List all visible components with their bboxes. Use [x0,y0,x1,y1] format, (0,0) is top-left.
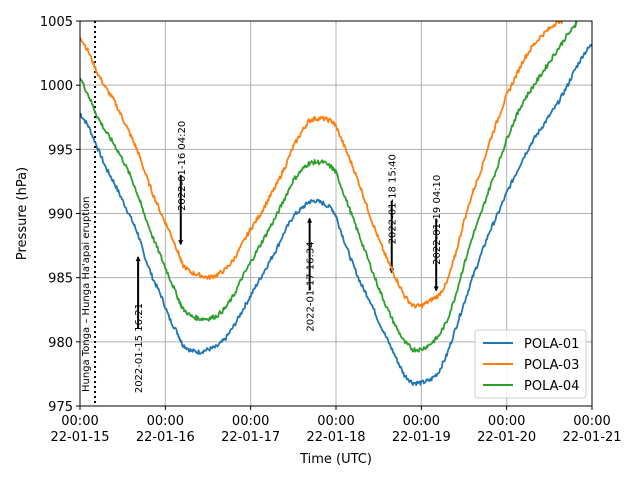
legend-label: POLA-04 [524,379,579,394]
legend-label: POLA-01 [524,337,579,352]
annotation-arrow-head [307,217,313,223]
legend-label: POLA-03 [524,358,579,373]
y-tick-label: 1000 [40,79,73,94]
y-tick-label: 980 [48,336,73,351]
legend-item-pola-04[interactable]: POLA-04 [483,379,579,394]
x-tick-label-date: 22-01-18 [306,430,365,445]
annotation-label: 2022-01-16 04:20 [177,121,188,211]
x-axis-label: Time (UTC) [299,452,372,467]
annotation-labels: Hunga Tonga – Hunga Ha'apai eruption 2022… [81,121,443,393]
x-axis-ticks: 00:0022-01-1500:0022-01-1600:0022-01-170… [50,406,622,445]
y-tick-label: 975 [48,400,73,415]
annotation-arrow-head [178,240,184,246]
x-tick-label-time: 00:00 [488,414,525,429]
annotation-label: 2022-01-15 16:21 [134,303,145,393]
annotation-arrow-head [433,286,439,292]
y-tick-label: 985 [48,272,73,287]
legend-item-pola-03[interactable]: POLA-03 [483,358,579,373]
y-tick-label: 1005 [40,15,73,30]
eruption-label: Hunga Tonga – Hunga Ha'apai eruption [81,197,92,392]
x-tick-label-date: 22-01-15 [50,430,109,445]
x-tick-label-time: 00:00 [403,414,440,429]
legend-box [474,329,587,399]
y-axis-label: Pressure (hPa) [15,167,30,260]
legend-item-pola-01[interactable]: POLA-01 [483,337,579,352]
x-tick-label-time: 00:00 [573,414,610,429]
series-line-pola-04 [80,21,578,353]
x-tick-label-time: 00:00 [147,414,184,429]
y-tick-label: 990 [48,208,73,223]
annotation-arrow-head [135,256,141,262]
x-tick-label-time: 00:00 [232,414,269,429]
y-tick-label: 995 [48,143,73,158]
legend[interactable]: POLA-01 POLA-03 POLA-04 [474,329,587,399]
annotation-label: 2022-01-17 16:34 [306,241,317,331]
x-tick-label-date: 22-01-17 [221,430,280,445]
annotation-label: 2022-01-19 04:10 [432,175,443,265]
x-tick-label-date: 22-01-16 [136,430,195,445]
x-tick-label-time: 00:00 [61,414,98,429]
series-line-pola-01 [80,43,592,387]
annotation-label: 2022-01-18 15:40 [388,154,399,244]
y-axis-ticks: 975 980 985 990 995 1000 1005 [40,15,80,415]
x-tick-label-date: 22-01-21 [562,430,621,445]
x-tick-label-time: 00:00 [317,414,354,429]
series-line-pola-03 [80,21,563,309]
x-tick-label-date: 22-01-20 [477,430,536,445]
x-tick-label-date: 22-01-19 [392,430,451,445]
series-lines [80,21,592,387]
